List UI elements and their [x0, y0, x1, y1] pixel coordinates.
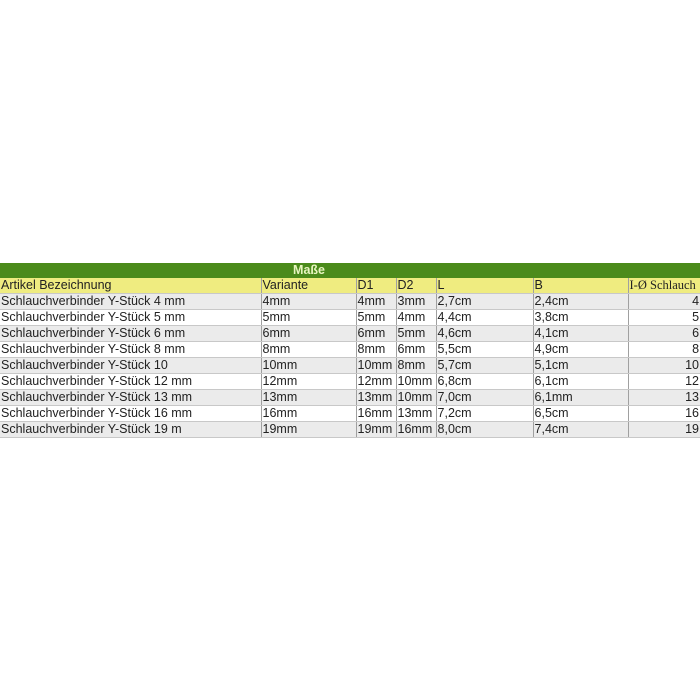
- cell-b: 3,8cm: [532, 309, 629, 326]
- cell-d1: 4mm: [355, 293, 397, 310]
- cell-d2: 13mm: [395, 405, 437, 422]
- cell-schlauch: 8: [627, 341, 700, 358]
- cell-artikel: Schlauchverbinder Y-Stück 16 mm: [0, 405, 261, 422]
- header-l: L: [435, 278, 534, 294]
- cell-b: 6,1mm: [532, 389, 629, 406]
- table-row: Schlauchverbinder Y-Stück 8 mm 8mm 8mm 6mm 5…: [0, 341, 700, 358]
- cell-b: 4,1cm: [532, 325, 629, 342]
- cell-d1: 12mm: [355, 373, 397, 390]
- header-d1: D1: [355, 278, 397, 294]
- cell-artikel: Schlauchverbinder Y-Stück 13 mm: [0, 389, 261, 406]
- cell-l: 7,2cm: [435, 405, 534, 422]
- cell-artikel: Schlauchverbinder Y-Stück 12 mm: [0, 373, 261, 390]
- cell-variante: 10mm: [260, 357, 356, 374]
- cell-d2: 3mm: [395, 293, 437, 310]
- cell-artikel: Schlauchverbinder Y-Stück 8 mm: [0, 341, 261, 358]
- cell-l: 5,5cm: [435, 341, 534, 358]
- cell-l: 8,0cm: [435, 421, 534, 438]
- table-row: Schlauchverbinder Y-Stück 16 mm 16mm 16mm 1…: [0, 405, 700, 422]
- cell-l: 5,7cm: [435, 357, 534, 374]
- table-row: Schlauchverbinder Y-Stück 19 m 19mm 19mm 16…: [0, 421, 700, 438]
- cell-variante: 6mm: [260, 325, 356, 342]
- cell-b: 5,1cm: [532, 357, 629, 374]
- cell-schlauch: 16: [627, 405, 700, 422]
- table-row: Schlauchverbinder Y-Stück 12 mm 12mm 12mm 1…: [0, 373, 700, 390]
- cell-variante: 19mm: [260, 421, 356, 438]
- group-header-masse: Maße: [261, 263, 397, 278]
- cell-b: 7,4cm: [532, 421, 629, 438]
- group-header-row: Maße: [0, 263, 700, 278]
- cell-artikel: Schlauchverbinder Y-Stück 10: [0, 357, 261, 374]
- table-row: Schlauchverbinder Y-Stück 4 mm 4mm 4mm 3mm 2…: [0, 293, 700, 310]
- cell-d1: 13mm: [355, 389, 397, 406]
- cell-variante: 13mm: [260, 389, 356, 406]
- cell-variante: 12mm: [260, 373, 356, 390]
- header-schlauch: I-Ø Schlauch: [627, 278, 700, 294]
- cell-schlauch: 5: [627, 309, 700, 326]
- table-row: Schlauchverbinder Y-Stück 10 10mm 10mm 8mm 5…: [0, 357, 700, 374]
- cell-artikel: Schlauchverbinder Y-Stück 4 mm: [0, 293, 261, 310]
- cell-d2: 10mm: [395, 389, 437, 406]
- cell-d1: 16mm: [355, 405, 397, 422]
- cell-d2: 10mm: [395, 373, 437, 390]
- cell-schlauch: 12: [627, 373, 700, 390]
- cell-schlauch: 4: [627, 293, 700, 310]
- cell-d1: 5mm: [355, 309, 397, 326]
- cell-l: 6,8cm: [435, 373, 534, 390]
- cell-d2: 4mm: [395, 309, 437, 326]
- cell-artikel: Schlauchverbinder Y-Stück 6 mm: [0, 325, 261, 342]
- cell-schlauch: 13: [627, 389, 700, 406]
- cell-schlauch: 6: [627, 325, 700, 342]
- cell-schlauch: 19: [627, 421, 700, 438]
- table-row: Schlauchverbinder Y-Stück 13 mm 13mm 13mm 1…: [0, 389, 700, 406]
- cell-artikel: Schlauchverbinder Y-Stück 5 mm: [0, 309, 261, 326]
- header-artikel: Artikel Bezeichnung: [0, 278, 261, 294]
- cell-variante: 16mm: [260, 405, 356, 422]
- cell-d1: 6mm: [355, 325, 397, 342]
- dimensions-table: Maße Artikel Bezeichnung Variante D1 D2 …: [0, 263, 700, 438]
- cell-d2: 6mm: [395, 341, 437, 358]
- cell-b: 4,9cm: [532, 341, 629, 358]
- cell-schlauch: 10: [627, 357, 700, 374]
- header-b: B: [532, 278, 629, 294]
- table-row: Schlauchverbinder Y-Stück 5 mm 5mm 5mm 4mm 4…: [0, 309, 700, 326]
- cell-d1: 19mm: [355, 421, 397, 438]
- cell-b: 6,5cm: [532, 405, 629, 422]
- cell-d1: 10mm: [355, 357, 397, 374]
- cell-d2: 16mm: [395, 421, 437, 438]
- cell-l: 4,4cm: [435, 309, 534, 326]
- header-variante: Variante: [260, 278, 356, 294]
- column-header-row: Artikel Bezeichnung Variante D1 D2 L B I…: [0, 278, 700, 294]
- table-row: Schlauchverbinder Y-Stück 6 mm 6mm 6mm 5mm 4…: [0, 325, 700, 342]
- cell-d2: 8mm: [395, 357, 437, 374]
- cell-artikel: Schlauchverbinder Y-Stück 19 m: [0, 421, 261, 438]
- header-d2: D2: [395, 278, 437, 294]
- cell-b: 2,4cm: [532, 293, 629, 310]
- cell-d2: 5mm: [395, 325, 437, 342]
- cell-l: 4,6cm: [435, 325, 534, 342]
- cell-d1: 8mm: [355, 341, 397, 358]
- cell-l: 7,0cm: [435, 389, 534, 406]
- cell-b: 6,1cm: [532, 373, 629, 390]
- cell-variante: 8mm: [260, 341, 356, 358]
- cell-l: 2,7cm: [435, 293, 534, 310]
- cell-variante: 4mm: [260, 293, 356, 310]
- cell-variante: 5mm: [260, 309, 356, 326]
